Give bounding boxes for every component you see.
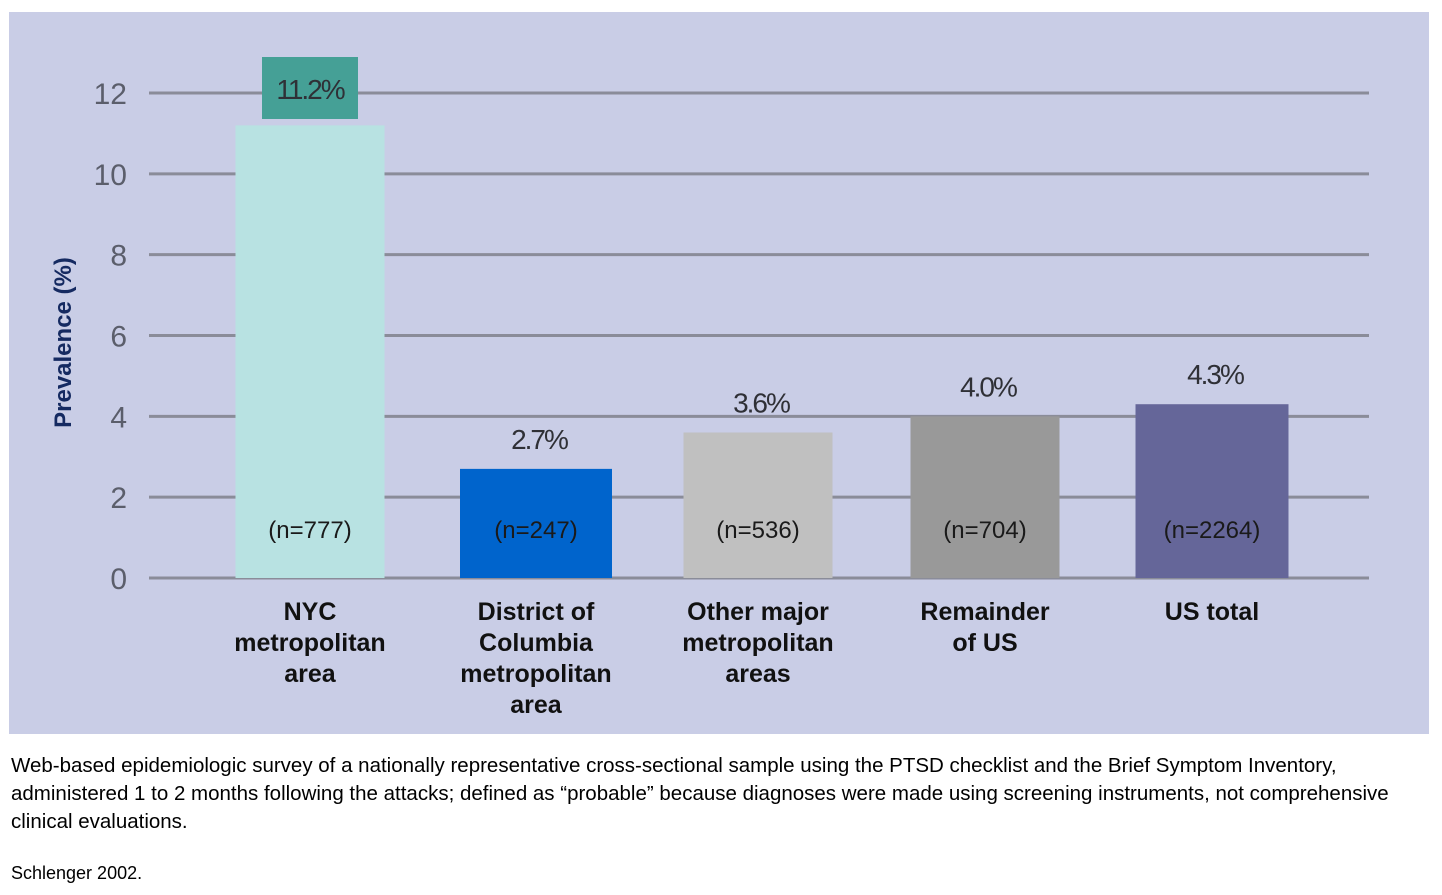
y-tick-label: 4 — [110, 401, 127, 434]
bar-chart: 0 2 4 6 8 10 12 Prevalence (%) 11.2% (n=777) NYC me… — [50, 57, 1369, 719]
bar — [683, 432, 833, 578]
x-category-label: District of — [478, 598, 595, 626]
chart-panel: 0 2 4 6 8 10 12 Prevalence (%) 11.2% (n=777) NYC me… — [9, 12, 1429, 734]
y-tick-label: 10 — [94, 159, 127, 192]
y-tick-label: 2 — [110, 482, 127, 515]
x-category-label: metropolitan — [460, 660, 611, 688]
x-category-label: US total — [1165, 598, 1259, 626]
y-tick-label: 12 — [94, 78, 127, 111]
y-tick-label: 0 — [110, 563, 127, 596]
x-category-label: areas — [725, 660, 790, 688]
value-label-box — [262, 57, 358, 119]
x-category-label: metropolitan — [234, 629, 385, 657]
x-category-label: area — [284, 660, 337, 688]
chart-caption: Web-based epidemiologic survey of a nati… — [11, 754, 1389, 833]
y-axis-label: Prevalence (%) — [50, 257, 77, 428]
x-category-label: Columbia — [479, 629, 594, 657]
bar-value-label: 4.0% — [960, 371, 1017, 402]
y-tick-label: 8 — [110, 240, 127, 273]
bar-sample-size: (n=2264) — [1164, 517, 1261, 544]
bar-sample-size: (n=247) — [494, 517, 577, 544]
x-category-label: of US — [952, 629, 1017, 657]
bar-value-label: 2.7% — [511, 424, 568, 455]
bar — [460, 468, 612, 578]
bar-value-label: 3.6% — [733, 388, 790, 419]
x-category-label: Other major — [687, 598, 829, 626]
y-tick-label: 6 — [110, 321, 127, 354]
x-category-label: Remainder — [920, 598, 1049, 626]
source-citation: Schlenger 2002. — [11, 863, 143, 883]
bar-value-label: 11.2% — [276, 74, 344, 105]
x-category-label: area — [510, 691, 563, 719]
bar-sample-size: (n=536) — [716, 517, 799, 544]
bar — [910, 416, 1060, 578]
bar-value-label: 4.3% — [1187, 359, 1244, 390]
x-category-label: metropolitan — [682, 629, 833, 657]
bar — [235, 125, 385, 578]
x-category-label: NYC — [284, 598, 337, 626]
bar — [1135, 404, 1289, 578]
bar-sample-size: (n=704) — [943, 517, 1026, 544]
bar-sample-size: (n=777) — [268, 517, 351, 544]
